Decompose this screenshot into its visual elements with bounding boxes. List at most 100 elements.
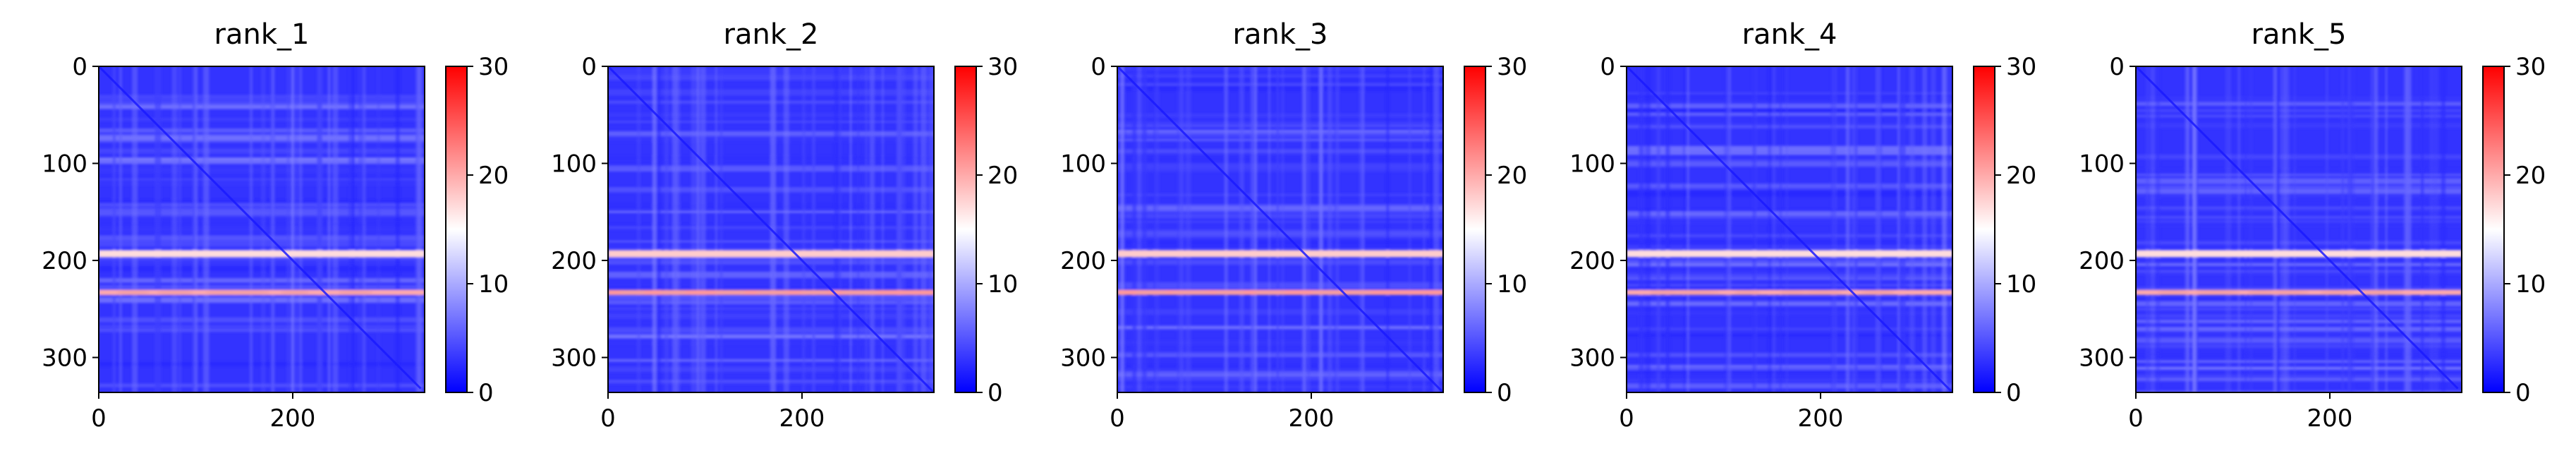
heatmap-band xyxy=(1656,66,1661,392)
heatmap-band xyxy=(2136,174,2462,176)
heatmap-band xyxy=(1302,66,1306,392)
bright-row-highlight xyxy=(1734,290,1761,295)
y-tick-label: 200 xyxy=(1569,247,1615,275)
heatmap-band xyxy=(1880,66,1883,392)
heatmap-band xyxy=(1117,259,1443,265)
heatmap-band xyxy=(674,66,678,392)
heatmap-band xyxy=(719,66,723,392)
heatmap-band xyxy=(2136,186,2462,188)
heatmap-band xyxy=(1117,340,1443,345)
heatmap-texture xyxy=(1627,66,1952,392)
heatmap-band xyxy=(271,66,275,392)
heatmap-band xyxy=(2372,66,2376,392)
heatmap-band xyxy=(171,66,178,392)
heatmap-band xyxy=(299,66,303,392)
heatmap-band xyxy=(2136,366,2462,370)
heatmap-band xyxy=(2136,96,2462,100)
heatmap-band xyxy=(1755,66,1757,392)
heatmap-band xyxy=(770,66,776,392)
bright-row-highlight xyxy=(229,290,270,295)
panel-title: rank_1 xyxy=(214,18,310,51)
heatmap-band xyxy=(2136,374,2462,380)
colorbar-tick-label: 10 xyxy=(2006,270,2036,299)
colorbar-tick-label: 10 xyxy=(988,270,1018,299)
heatmap-band xyxy=(1900,66,1907,392)
bright-row-highlight xyxy=(116,290,151,295)
heatmap-band xyxy=(1137,66,1142,392)
heatmap-band xyxy=(261,66,266,392)
heatmap-band xyxy=(1687,66,1689,392)
heatmap-band xyxy=(2433,66,2438,392)
heatmap-band xyxy=(2136,208,2462,211)
y-tick-label: 0 xyxy=(2109,53,2125,81)
bright-row-highlight xyxy=(2273,290,2309,295)
x-tick-label: 0 xyxy=(600,404,616,433)
heatmap-band xyxy=(178,66,182,392)
heatmap xyxy=(608,66,934,392)
heatmap-band xyxy=(656,66,662,392)
heatmap-band xyxy=(2136,390,2462,392)
heatmap-band xyxy=(1627,263,1952,267)
heatmap xyxy=(1117,66,1443,392)
heatmap-band xyxy=(1627,125,1952,129)
heatmap-band xyxy=(1854,66,1858,392)
heatmap-band xyxy=(922,66,927,392)
bright-row-highlight xyxy=(338,290,373,295)
colorbar-tick-label: 30 xyxy=(2006,53,2036,81)
bright-row-highlight xyxy=(1310,290,1347,295)
heatmap-band xyxy=(377,66,381,392)
bright-row xyxy=(1117,250,1443,258)
heatmap-band xyxy=(1117,232,1443,238)
colorbar-tick-label: 30 xyxy=(478,53,509,81)
heatmap-band xyxy=(1627,162,1952,167)
y-tick-label: 300 xyxy=(42,344,87,373)
heatmap-band xyxy=(1250,66,1256,392)
panel-title: rank_5 xyxy=(2252,18,2347,51)
heatmap-band xyxy=(2150,66,2156,392)
heatmap-band xyxy=(2136,123,2462,128)
colorbar-tick-label: 0 xyxy=(2006,379,2022,407)
heatmap-band xyxy=(2136,102,2462,106)
heatmap-frame xyxy=(607,66,935,393)
heatmap-band xyxy=(1627,301,1952,306)
heatmap-band xyxy=(839,66,842,392)
heatmap-band xyxy=(2405,66,2412,392)
heatmap-band xyxy=(1627,186,1952,190)
bright-row-highlight xyxy=(156,290,193,295)
heatmap-band xyxy=(1627,221,1952,224)
heatmap-band xyxy=(1665,66,1671,392)
y-tick-label: 0 xyxy=(1090,53,1106,81)
panel-title: rank_3 xyxy=(1233,18,1328,51)
heatmap-band xyxy=(1268,66,1270,392)
heatmap-texture xyxy=(1117,66,1443,392)
heatmap-band xyxy=(1117,149,1443,154)
heatmap-frame xyxy=(98,66,425,393)
heatmap-band xyxy=(1785,66,1788,392)
heatmap-band xyxy=(850,66,852,392)
heatmap-band xyxy=(1627,191,1952,197)
heatmap-band xyxy=(2326,66,2328,392)
bright-row-highlight xyxy=(658,290,687,295)
heatmap-band xyxy=(1627,107,1952,113)
heatmap-band xyxy=(1281,66,1284,392)
diagonal-line xyxy=(1117,66,1443,392)
heatmap-band xyxy=(1117,241,1443,246)
heatmap-band xyxy=(1117,70,1443,73)
panel-5: rank_5 0 100 200 300 0 200 0 10 20 30 xyxy=(2079,18,2546,433)
bright-row-highlight xyxy=(1134,290,1170,295)
bright-row-highlight xyxy=(714,290,746,295)
heatmap-band xyxy=(1627,296,1952,301)
heatmap-band xyxy=(358,66,363,392)
x-tick-label: 200 xyxy=(779,404,825,433)
heatmap-band xyxy=(1117,213,1443,219)
bright-row xyxy=(608,250,934,258)
heatmap-band xyxy=(691,66,696,392)
panel-title: rank_2 xyxy=(724,18,819,51)
heatmap-band xyxy=(202,66,205,392)
heatmap-band xyxy=(1627,382,1952,389)
heatmap-band xyxy=(2441,66,2446,392)
heatmap-band xyxy=(351,66,355,392)
colorbar-tick-label: 20 xyxy=(988,162,1018,190)
colorbar-tick-label: 10 xyxy=(2515,270,2546,299)
heatmap-band xyxy=(1117,113,1443,118)
